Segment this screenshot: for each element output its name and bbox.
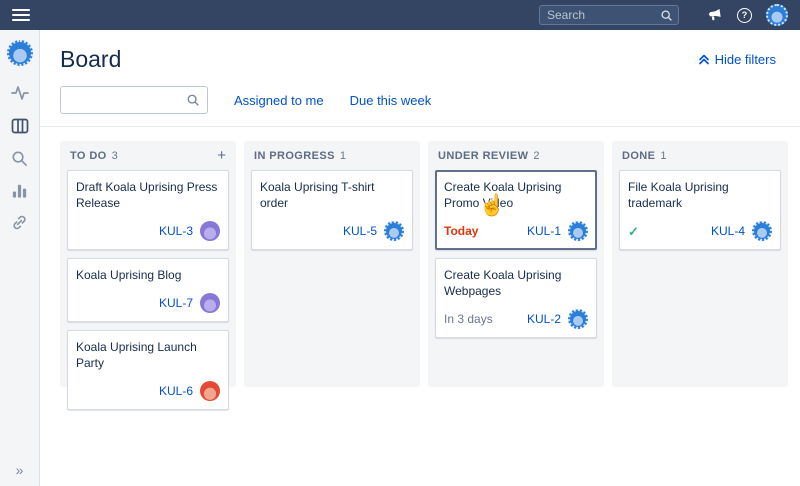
column-name: TO DO: [70, 150, 107, 162]
global-search[interactable]: [539, 5, 679, 25]
user-avatar-image[interactable]: [766, 4, 788, 26]
issue-card[interactable]: Create Koala Uprising Webpages In 3 days…: [435, 258, 597, 338]
issue-card[interactable]: Koala Uprising T-shirt order KUL-5: [251, 170, 413, 250]
page-title: Board: [60, 46, 122, 72]
search-icon: [186, 93, 200, 107]
issue-title: Koala Uprising Launch Party: [76, 340, 197, 370]
header-divider: [40, 126, 800, 127]
column-count: 1: [660, 150, 667, 162]
assignee-avatar: [752, 221, 772, 241]
sidebar: »: [0, 30, 40, 486]
issue-key[interactable]: KUL-4: [710, 224, 745, 238]
filter-bar: Assigned to me Due this week: [60, 86, 788, 114]
assignee-avatar: [200, 221, 220, 241]
project-logo-avatar[interactable]: [6, 40, 33, 66]
issue-card[interactable]: Koala Uprising Launch Party KUL-6: [67, 330, 229, 410]
assignee-avatar: [384, 221, 404, 241]
column-name: DONE: [622, 150, 656, 162]
issue-card[interactable]: Create Koala Uprising Promo Video Today …: [435, 170, 597, 250]
card-footer: ✓ KUL-4: [628, 221, 772, 241]
card-footer: KUL-3: [76, 221, 220, 241]
global-search-input[interactable]: [542, 8, 660, 22]
search-issues-icon[interactable]: [10, 149, 29, 168]
column-header: UNDER REVIEW 2: [428, 141, 604, 165]
page-header: Board Hide filters: [60, 44, 788, 74]
filter-due-this-week[interactable]: Due this week: [349, 92, 432, 108]
column-count: 1: [339, 150, 346, 162]
column-header: TO DO 3 +: [60, 141, 236, 165]
due-date-badge: In 3 days: [444, 312, 493, 326]
filter-assigned-to-me[interactable]: Assigned to me: [234, 92, 324, 108]
add-issue-button[interactable]: +: [217, 147, 226, 164]
assignee-avatar: [200, 293, 220, 313]
issue-title: Draft Koala Uprising Press Release: [76, 180, 218, 210]
column-count: 3: [111, 150, 118, 162]
card-footer: Today KUL-1: [444, 221, 588, 241]
assignee-avatar: [568, 309, 588, 329]
issue-title: File Koala Uprising trademark: [628, 180, 729, 210]
column-count: 2: [533, 150, 540, 162]
issue-key[interactable]: KUL-3: [158, 224, 193, 238]
column-name: IN PROGRESS: [254, 150, 335, 162]
card-footer: KUL-7: [76, 293, 220, 313]
hide-filters-label: Hide filters: [714, 51, 776, 67]
assignee-avatar: [200, 381, 220, 401]
menu-icon[interactable]: [12, 9, 30, 21]
search-icon: [660, 9, 673, 22]
board-column-under-review: UNDER REVIEW 2 Create Koala Uprising Pro…: [428, 141, 604, 387]
issue-title: Koala Uprising Blog: [76, 268, 182, 282]
expand-sidebar-icon[interactable]: »: [15, 462, 24, 478]
column-header: IN PROGRESS 1: [244, 141, 420, 165]
card-footer: KUL-5: [260, 221, 404, 241]
issue-card[interactable]: Koala Uprising Blog KUL-7: [67, 258, 229, 322]
issue-title: Create Koala Uprising Webpages: [444, 268, 562, 298]
issue-key[interactable]: KUL-7: [158, 296, 193, 310]
due-date-badge: Today: [444, 224, 479, 238]
top-navbar: ?: [0, 0, 800, 30]
issue-key[interactable]: KUL-1: [526, 224, 561, 238]
user-avatar[interactable]: [766, 4, 788, 26]
assignee-avatar: [568, 221, 588, 241]
main-content: Board Hide filters: [40, 30, 800, 486]
issue-title: Create Koala Uprising Promo Video: [444, 180, 562, 210]
chevron-up-icon: [698, 53, 710, 65]
card-footer: In 3 days KUL-2: [444, 309, 588, 329]
issue-key[interactable]: KUL-5: [342, 224, 377, 238]
column-name: UNDER REVIEW: [438, 150, 529, 162]
issue-title: Koala Uprising T-shirt order: [260, 180, 375, 210]
card-footer: KUL-6: [76, 381, 220, 401]
board-column-todo: TO DO 3 + Draft Koala Uprising Press Rel…: [60, 141, 236, 410]
board-search-input[interactable]: [61, 92, 186, 108]
board-column-done: DONE 1 File Koala Uprising trademark ✓ K…: [612, 141, 788, 387]
links-icon[interactable]: [10, 213, 29, 232]
issue-key[interactable]: KUL-2: [526, 312, 561, 326]
column-header: DONE 1: [612, 141, 788, 165]
hide-filters-link[interactable]: Hide filters: [698, 52, 776, 67]
board-column-in-progress: IN PROGRESS 1 Koala Uprising T-shirt ord…: [244, 141, 420, 387]
done-check-icon: ✓: [628, 223, 639, 239]
feedback-megaphone-icon[interactable]: [707, 7, 723, 23]
reports-icon[interactable]: [10, 181, 29, 200]
issue-card[interactable]: File Koala Uprising trademark ✓ KUL-4: [619, 170, 781, 250]
board-search[interactable]: [60, 86, 208, 114]
issue-key[interactable]: KUL-6: [158, 384, 193, 398]
issue-card[interactable]: Draft Koala Uprising Press Release KUL-3: [67, 170, 229, 250]
kanban-board: TO DO 3 + Draft Koala Uprising Press Rel…: [60, 141, 788, 410]
board-icon[interactable]: [10, 116, 30, 136]
activity-icon[interactable]: [10, 83, 30, 103]
help-icon[interactable]: ?: [737, 7, 752, 23]
